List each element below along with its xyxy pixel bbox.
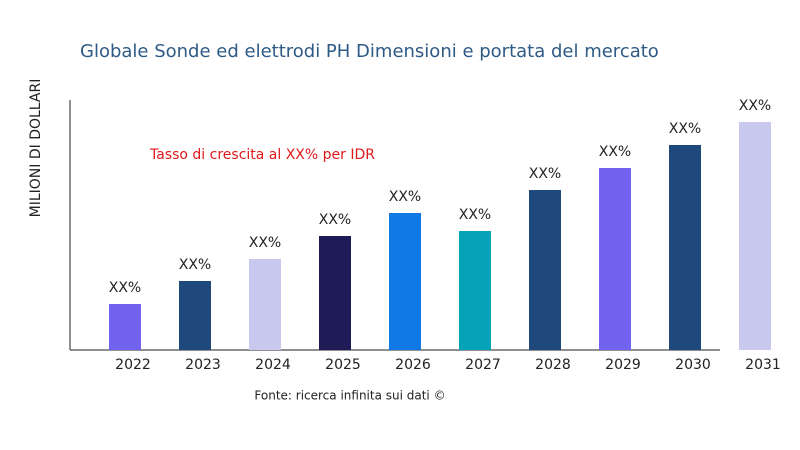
x-tick-label: 2030 <box>675 357 711 373</box>
value-label: XX% <box>599 144 631 160</box>
y-axis-label: MILIONI DI DOLLARI <box>28 79 44 218</box>
bar <box>109 304 141 350</box>
bar <box>319 236 351 350</box>
value-label: XX% <box>179 257 211 273</box>
chart-title: Globale Sonde ed elettrodi PH Dimensioni… <box>80 41 659 62</box>
x-tick-label: 2027 <box>465 357 501 373</box>
value-label: XX% <box>529 166 561 182</box>
value-label: XX% <box>669 121 701 137</box>
bar <box>669 145 701 350</box>
value-label: XX% <box>319 212 351 228</box>
value-label: XX% <box>739 98 771 114</box>
value-label: XX% <box>109 280 141 296</box>
x-tick-label: 2031 <box>745 357 781 373</box>
x-tick-label: 2023 <box>185 357 221 373</box>
annotation: Tasso di crescita al XX% per IDR <box>149 147 375 163</box>
value-label: XX% <box>459 207 491 223</box>
x-tick-label: 2025 <box>325 357 361 373</box>
bar <box>599 168 631 350</box>
bar <box>249 259 281 350</box>
x-tick-label: 2028 <box>535 357 571 373</box>
value-label: XX% <box>389 189 421 205</box>
bar <box>179 281 211 350</box>
bar <box>459 231 491 350</box>
bar <box>389 213 421 350</box>
x-tick-label: 2024 <box>255 357 291 373</box>
source: Fonte: ricerca infinita sui dati © <box>254 389 445 403</box>
x-tick-label: 2029 <box>605 357 641 373</box>
x-tick-label: 2026 <box>395 357 431 373</box>
bar <box>529 190 561 350</box>
x-tick-label: 2022 <box>115 357 151 373</box>
value-label: XX% <box>249 235 281 251</box>
bar <box>739 122 771 350</box>
